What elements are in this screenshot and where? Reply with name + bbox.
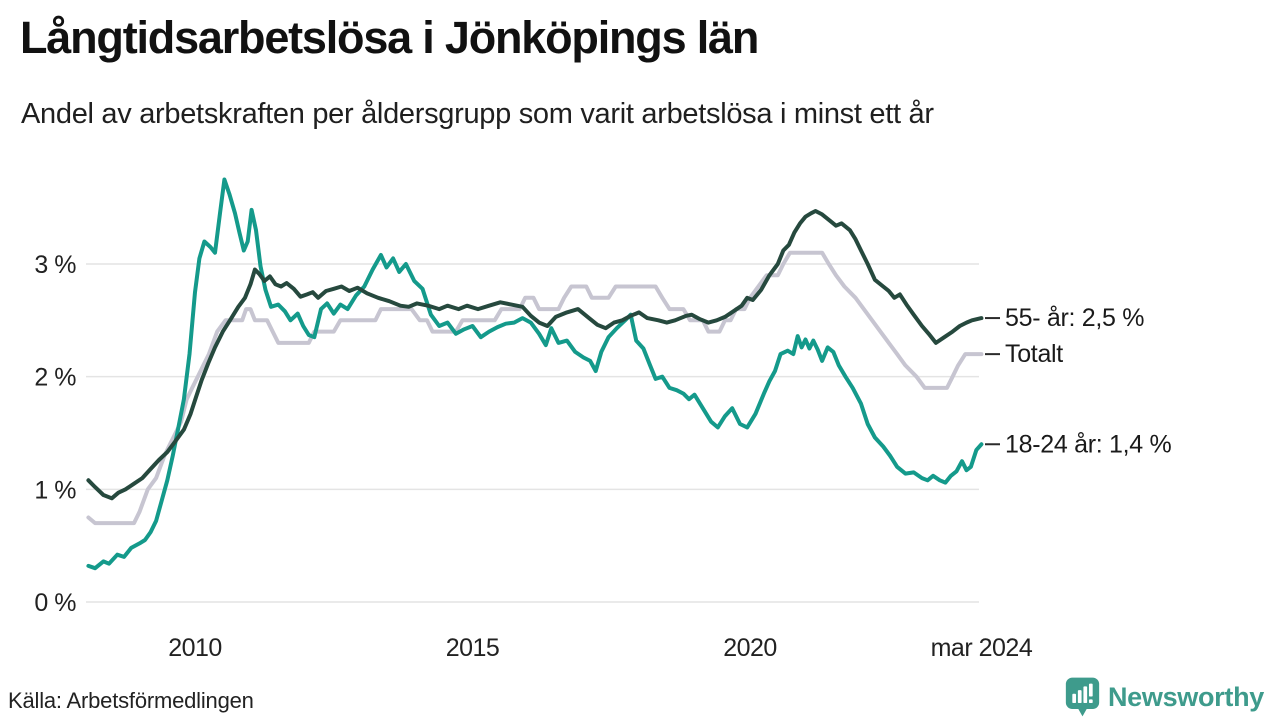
newsworthy-logo: Newsworthy	[1064, 676, 1264, 718]
series-line-55- år	[86, 209, 984, 501]
series-end-label: 18-24 år: 1,4 %	[1005, 430, 1172, 458]
y-tick-label: 3 %	[34, 251, 76, 279]
series-end-label: Totalt	[1005, 340, 1063, 368]
data-series-lines	[86, 177, 984, 571]
series-end-labels: 55- år: 2,5 % Totalt 18-24 år: 1,4 %	[985, 304, 1172, 458]
chart-subtitle: Andel av arbetskraften per åldersgrupp s…	[21, 98, 934, 130]
y-tick-label: 1 %	[34, 476, 76, 504]
x-tick-label: 2010	[168, 634, 222, 662]
x-tick-label: 2015	[446, 634, 500, 662]
x-tick-label: mar 2024	[931, 634, 1033, 662]
x-tick-label: 2020	[723, 634, 777, 662]
exclamation-dot	[1088, 699, 1093, 704]
exclamation-stem	[1088, 683, 1093, 697]
brand-name: Newsworthy	[1107, 681, 1264, 712]
series-line-18-24 år	[86, 177, 984, 571]
bar-small	[1072, 693, 1076, 704]
y-tick-label: 2 %	[34, 364, 76, 392]
series-line-Totalt	[86, 250, 984, 526]
y-tick-label: 0 %	[34, 589, 76, 617]
newsworthy-marker-icon	[1065, 677, 1100, 717]
marker-bubble-shape	[1065, 677, 1100, 717]
source-note: Källa: Arbetsförmedlingen	[8, 688, 254, 713]
series-end-label: 55- år: 2,5 %	[1005, 304, 1144, 332]
axis-tick-labels: 0 % 1 % 2 % 3 % 2010 2015 2020 mar 2024	[34, 251, 1033, 662]
bar-large	[1083, 686, 1088, 704]
chart-title: Långtidsarbetslösa i Jönköpings län	[20, 12, 759, 63]
bar-medium	[1077, 690, 1082, 704]
